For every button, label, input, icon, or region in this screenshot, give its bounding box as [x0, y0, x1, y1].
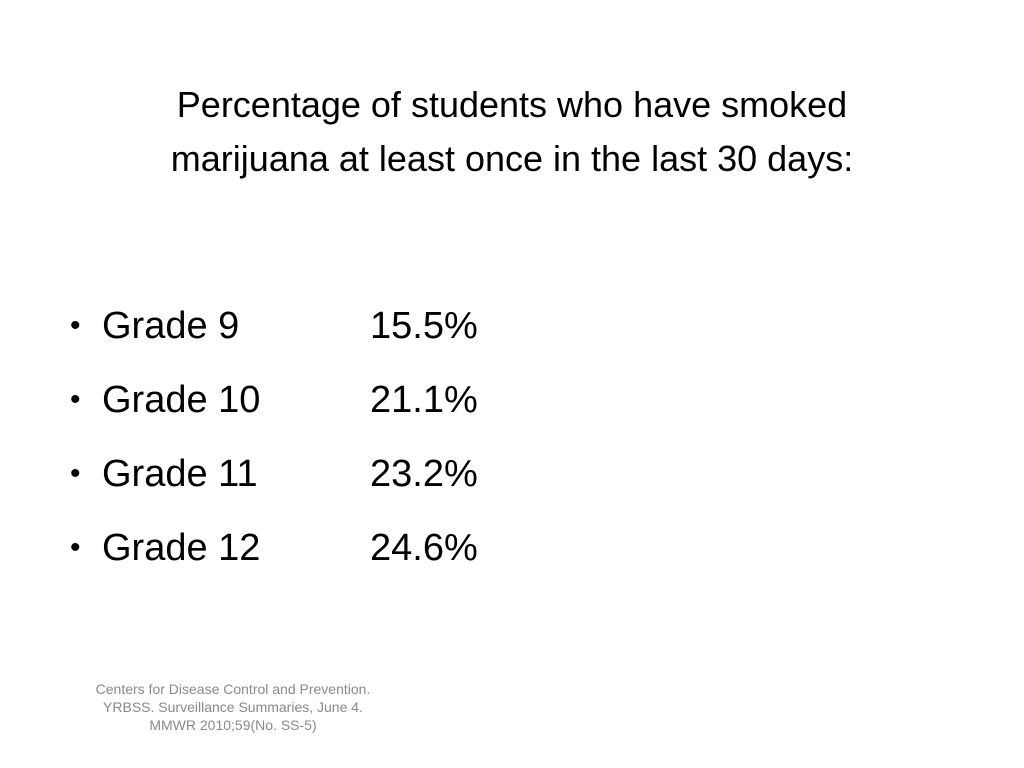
bullet-label: Grade 9 [102, 305, 240, 347]
bullet-label: Grade 11 [102, 453, 258, 495]
title-line: Percentage of students who have smoked [176, 84, 848, 125]
slide-title: Percentage of students who have smoked m… [0, 78, 1024, 186]
bullet-label: Grade 12 [102, 527, 261, 569]
bullet-icon: • [70, 531, 81, 564]
bullet-icon: • [70, 383, 81, 416]
bullet-value: 21.1% [370, 379, 478, 421]
bullet-icon: • [70, 309, 81, 342]
bullet-label: Grade 10 [102, 379, 261, 421]
bullet-value: 23.2% [370, 453, 478, 495]
bullet-value: 24.6% [370, 527, 478, 569]
title-line: marijuana at least once in the last 30 d… [170, 138, 854, 179]
bullet-icon: • [70, 457, 81, 490]
footnote: Centers for Disease Control and Preventi… [95, 681, 371, 733]
bullet-value: 15.5% [370, 305, 478, 347]
